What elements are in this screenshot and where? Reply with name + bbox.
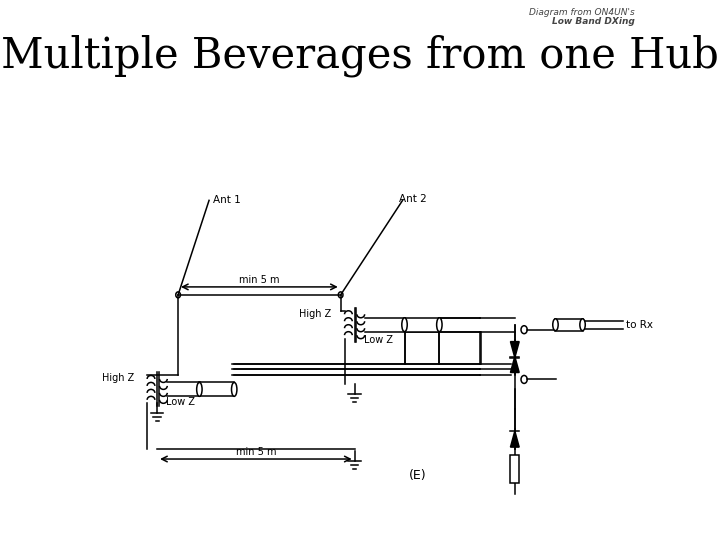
- Ellipse shape: [232, 382, 237, 396]
- Text: to Rx: to Rx: [626, 320, 652, 330]
- Polygon shape: [510, 431, 519, 447]
- Ellipse shape: [553, 319, 558, 330]
- Bar: [555, 319, 582, 330]
- Text: Multiple Beverages from one Hub: Multiple Beverages from one Hub: [1, 35, 719, 77]
- Ellipse shape: [580, 319, 585, 330]
- Polygon shape: [510, 342, 519, 357]
- Text: High Z: High Z: [102, 374, 134, 383]
- Bar: [199, 382, 234, 396]
- Ellipse shape: [402, 318, 408, 332]
- Text: Diagram from ON4UN's: Diagram from ON4UN's: [529, 8, 635, 17]
- Text: (E): (E): [409, 469, 427, 482]
- Ellipse shape: [436, 318, 442, 332]
- Text: Low Z: Low Z: [364, 335, 393, 345]
- Text: min 5 m: min 5 m: [239, 275, 279, 285]
- Text: Low Band DXing: Low Band DXing: [552, 17, 635, 26]
- Text: min 5 m: min 5 m: [235, 447, 276, 457]
- Text: High Z: High Z: [299, 309, 331, 319]
- Text: Ant 2: Ant 2: [399, 194, 426, 204]
- Bar: [510, 455, 519, 483]
- Bar: [405, 318, 439, 332]
- Polygon shape: [510, 356, 519, 373]
- Text: Low Z: Low Z: [166, 397, 196, 407]
- Text: Ant 1: Ant 1: [213, 195, 240, 205]
- Ellipse shape: [197, 382, 202, 396]
